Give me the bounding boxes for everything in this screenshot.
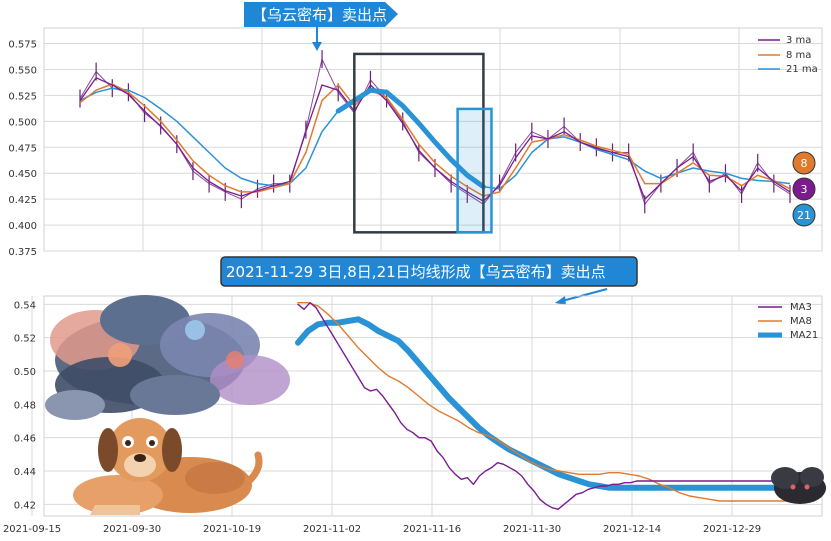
top-chart: 0.375 0.400 0.425 0.450 0.475 0.500 0.525 0.550… bbox=[8, 27, 823, 258]
MA21-line bbox=[295, 316, 803, 491]
ma8-line bbox=[79, 83, 791, 197]
bottom-x-tick-label: 2021-10-19 bbox=[203, 524, 261, 535]
bottom-x-tick-label: 2021-09-15 bbox=[3, 524, 61, 535]
mid-callout-arrow-head bbox=[555, 296, 566, 305]
bottom-chart-frame bbox=[43, 295, 823, 517]
top-y-tick-label: 0.475 bbox=[8, 143, 37, 154]
bottom-y-tick-label: 0.46 bbox=[14, 434, 36, 445]
mid-callout-box bbox=[220, 256, 638, 287]
bottom-y-tick-label: 0.50 bbox=[14, 367, 36, 378]
top-callout-arrow-head bbox=[312, 42, 322, 51]
MA3-line bbox=[297, 302, 801, 510]
top-grid bbox=[44, 28, 822, 252]
top-y-tick-label: 0.400 bbox=[8, 221, 37, 232]
top-y-tick-label: 0.525 bbox=[8, 91, 37, 102]
highlight-box-dark bbox=[353, 52, 485, 234]
bottom-series bbox=[295, 302, 803, 510]
ma-badges: 8 3 21 bbox=[792, 151, 816, 227]
badge-21 bbox=[792, 203, 816, 227]
bottom-x-tick-label: 2021-09-30 bbox=[103, 524, 161, 535]
top-y-ticks: 0.375 0.400 0.425 0.450 0.475 0.500 0.525 0.550… bbox=[8, 40, 37, 258]
bottom-y-tick-label: 0.42 bbox=[14, 500, 36, 511]
top-y-tick-label: 0.500 bbox=[8, 117, 37, 128]
bottom-x-tick-label: 2021-11-02 bbox=[303, 524, 361, 535]
price-line bbox=[79, 57, 791, 206]
bottom-x-tick-label: 2021-11-16 bbox=[403, 524, 461, 535]
bottom-chart: 0.420.440.460.480.500.520.54 2021-09-15 2… bbox=[3, 295, 823, 535]
bottom-y-tick-label: 0.52 bbox=[14, 334, 36, 345]
small-dark-cloud-illustration bbox=[771, 467, 826, 504]
top-y-tick-label: 0.550 bbox=[8, 65, 37, 76]
legend-label-21ma: 21 ma bbox=[786, 64, 818, 75]
bottom-y-tick-label: 0.54 bbox=[14, 300, 36, 311]
top-series bbox=[79, 50, 791, 214]
dog-illustration bbox=[73, 418, 263, 515]
top-y-tick-label: 0.575 bbox=[8, 40, 37, 51]
top-callout: 【乌云密布】卖出点 bbox=[244, 2, 398, 51]
highlight-box-blue bbox=[456, 107, 493, 234]
bottom-y-tick-label: 0.44 bbox=[14, 467, 36, 478]
bottom-x-tick-label: 2021-12-29 bbox=[703, 524, 761, 535]
mid-callout-arrow-line bbox=[561, 288, 608, 302]
bottom-x-tick-label: 2021-11-30 bbox=[503, 524, 561, 535]
badge-3-label: 3 bbox=[801, 183, 808, 196]
bottom-y-ticks: 0.42 0.44 0.46 0.48 0.50 0.52 0.54 bbox=[14, 300, 36, 511]
legend-label-MA8: MA8 bbox=[790, 316, 812, 327]
top-callout-text: 【乌云密布】卖出点 bbox=[252, 6, 387, 24]
legend-label-MA3: MA3 bbox=[790, 302, 812, 313]
ma21-highlight-line bbox=[335, 87, 486, 190]
mid-callout-text: 2021-11-29 3日,8日,21日均线形成【乌云密布】卖出点 bbox=[226, 263, 606, 281]
top-y-tick-label: 0.375 bbox=[8, 247, 37, 258]
badge-3 bbox=[792, 177, 816, 201]
cloud-cluster-illustration bbox=[45, 295, 290, 420]
bottom-legend: MA3 MA8 MA21 bbox=[758, 302, 818, 341]
MA8-line bbox=[297, 302, 801, 502]
ma3-line bbox=[79, 77, 791, 202]
top-callout-shape bbox=[244, 2, 398, 27]
badge-21-label: 21 bbox=[797, 209, 811, 222]
bottom-y-tick-label: 0.48 bbox=[14, 400, 36, 411]
legend-label-8ma: 8 ma bbox=[786, 50, 811, 61]
top-y-tick-label: 0.425 bbox=[8, 195, 37, 206]
top-y-tick-label: 0.450 bbox=[8, 169, 37, 180]
legend-label-MA21: MA21 bbox=[790, 330, 818, 341]
badge-8 bbox=[792, 151, 816, 175]
bottom-x-ticks: 2021-09-15 2021-09-30 2021-10-19 2021-11-02… bbox=[3, 524, 761, 535]
legend-label-3ma: 3 ma bbox=[786, 35, 811, 46]
top-legend: 3 ma 8 ma 21 ma bbox=[758, 35, 818, 75]
bottom-x-tick-label: 2021-12-14 bbox=[603, 524, 661, 535]
badge-8-label: 8 bbox=[801, 157, 808, 170]
mid-callout: 2021-11-29 3日,8日,21日均线形成【乌云密布】卖出点 bbox=[220, 256, 638, 305]
